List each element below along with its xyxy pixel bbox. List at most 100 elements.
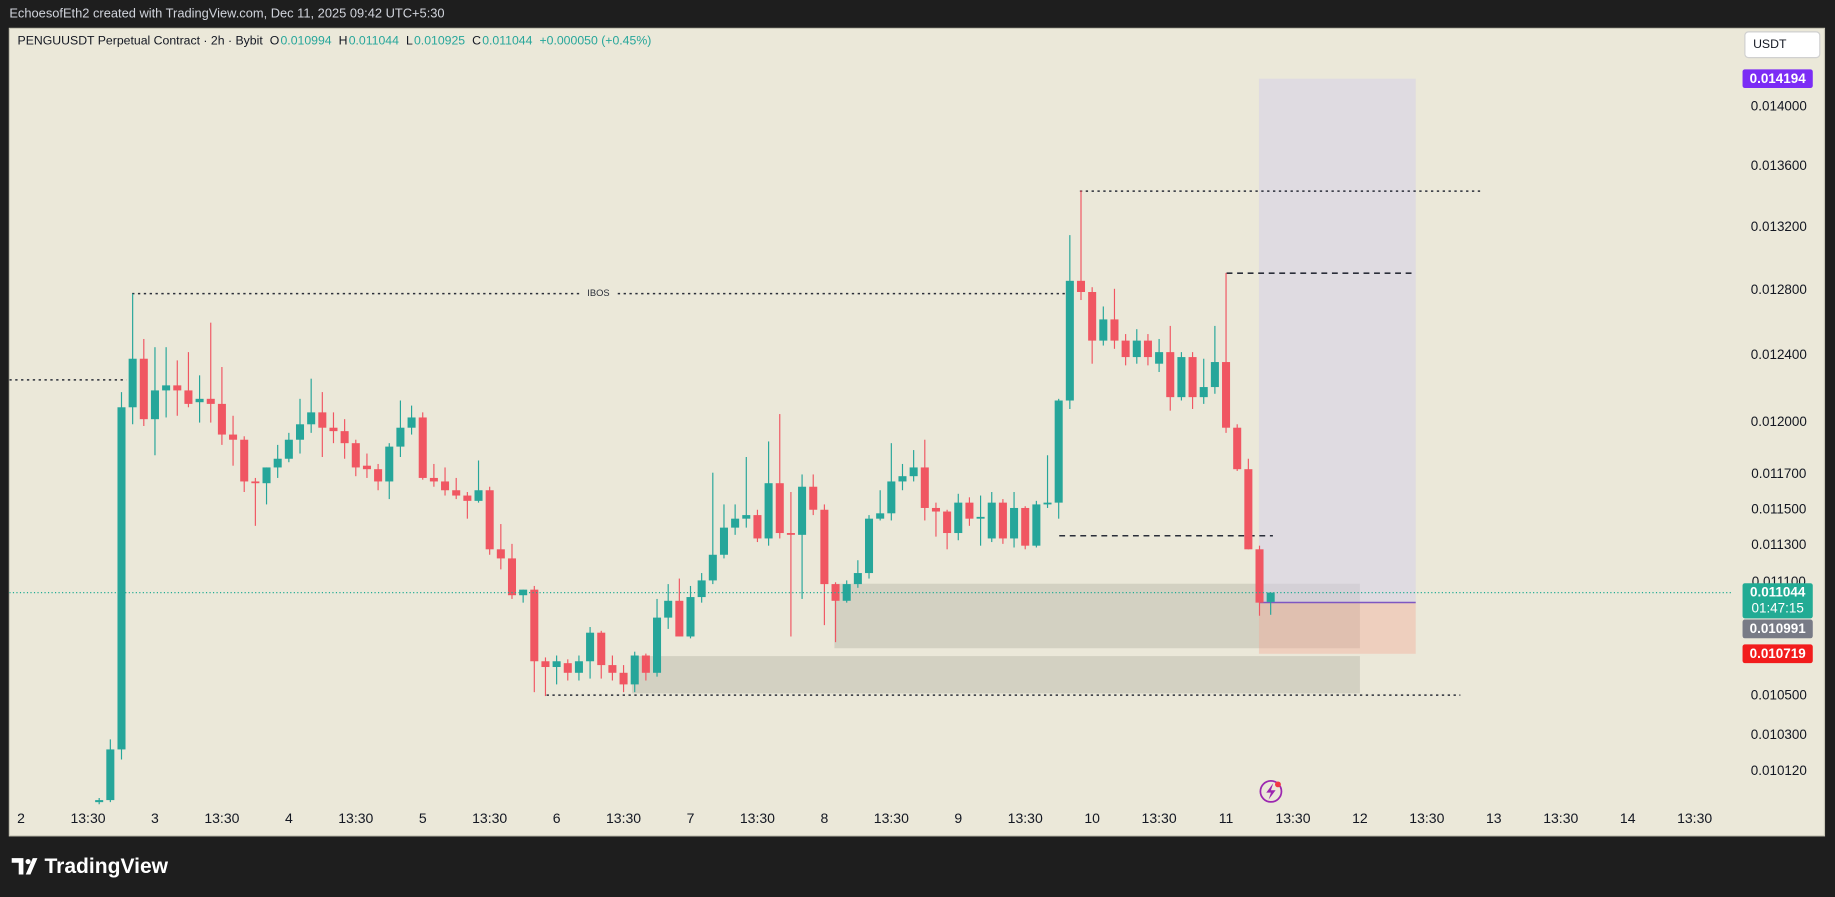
candle-body xyxy=(1054,400,1063,503)
y-tick-label: 0.012000 xyxy=(1751,414,1807,429)
candle-body xyxy=(273,458,282,468)
price-badge xyxy=(1742,69,1813,89)
candle-body xyxy=(664,600,673,618)
x-tick-label: 9 xyxy=(954,810,962,826)
candle-body xyxy=(753,515,762,539)
candle-body xyxy=(217,403,226,435)
candle-body xyxy=(463,495,472,501)
candle-body xyxy=(998,502,1007,539)
candle-body xyxy=(853,573,862,585)
x-tick-label: 13:30 xyxy=(606,810,641,826)
candle-body xyxy=(563,663,572,673)
candle-body xyxy=(909,467,918,477)
candle-body xyxy=(708,554,717,581)
x-tick-label: 10 xyxy=(1084,810,1100,826)
candle-body xyxy=(128,358,137,408)
candle-body xyxy=(95,800,104,803)
share-header: EchoesofEth2 created with TradingView.co… xyxy=(9,6,444,21)
x-tick-label: 13:30 xyxy=(338,810,373,826)
candle-body xyxy=(619,672,628,685)
x-tick-label: 13:30 xyxy=(874,810,909,826)
candle-body xyxy=(1233,427,1242,470)
x-tick-label: 13:30 xyxy=(1008,810,1043,826)
candle-body xyxy=(987,502,996,539)
x-tick-label: 7 xyxy=(687,810,695,826)
candle-body xyxy=(1166,352,1175,398)
ohlc-value: 0.011044 xyxy=(349,33,399,47)
candle-body xyxy=(887,481,896,514)
currency-button-bg[interactable] xyxy=(1744,31,1821,59)
x-tick-label: 13:30 xyxy=(70,810,105,826)
candle-body xyxy=(1121,340,1130,358)
price-badge xyxy=(1742,644,1813,664)
y-tick-label: 0.010300 xyxy=(1751,727,1807,742)
candle-body xyxy=(206,398,215,404)
candle-body xyxy=(809,486,818,510)
x-tick-label: 13:30 xyxy=(1543,810,1578,826)
candle-body xyxy=(1132,340,1141,358)
level-label-bg xyxy=(582,286,615,301)
y-tick-label: 0.011300 xyxy=(1751,537,1806,552)
candle-body xyxy=(1199,387,1208,398)
y-tick-label: 0.011700 xyxy=(1751,466,1806,481)
candle-body xyxy=(764,483,773,539)
candle-body xyxy=(240,439,249,482)
candle-body xyxy=(552,661,561,668)
candle-body xyxy=(162,385,171,391)
x-tick-label: 14 xyxy=(1620,810,1636,826)
candle-body xyxy=(441,481,450,491)
ohlc-value: 0.010925 xyxy=(414,33,465,47)
x-tick-label: 11 xyxy=(1219,810,1234,826)
ohlc-key: L xyxy=(406,33,413,47)
candle-body xyxy=(1188,357,1197,398)
candle-body xyxy=(307,412,316,425)
candle-body xyxy=(1210,362,1219,388)
candle-body xyxy=(1099,319,1108,341)
zone xyxy=(1258,78,1416,603)
candle-body xyxy=(150,390,159,420)
candle-body xyxy=(586,632,595,662)
candle-body xyxy=(597,632,606,666)
candle-body xyxy=(1143,340,1152,358)
candle-body xyxy=(251,481,260,484)
candle-body xyxy=(1255,549,1264,603)
x-tick-label: 2 xyxy=(17,810,25,826)
candle-body xyxy=(485,490,494,550)
candle-body xyxy=(1155,352,1164,364)
candle-body xyxy=(418,417,427,478)
x-tick-label: 13:30 xyxy=(204,810,239,826)
plot-area: IBOS xyxy=(9,78,1733,805)
alert-icon[interactable] xyxy=(1259,779,1283,803)
x-tick-label: 3 xyxy=(151,810,159,826)
candle-body xyxy=(820,509,829,585)
price-badge-label: 0.011044 xyxy=(1750,585,1806,600)
x-tick-label: 12 xyxy=(1352,810,1368,826)
y-tick-label: 0.011500 xyxy=(1751,501,1806,516)
candle-body xyxy=(1110,319,1119,341)
candle-body xyxy=(351,443,360,468)
candle-body xyxy=(898,476,907,482)
candle-body xyxy=(195,398,204,403)
candle-body xyxy=(173,385,182,391)
candle-body xyxy=(1021,507,1030,546)
candle-body xyxy=(630,655,639,685)
candle-body xyxy=(474,490,483,501)
currency-button[interactable]: USDT xyxy=(1753,37,1787,51)
candle-body xyxy=(876,513,885,519)
zone xyxy=(631,656,1360,694)
candle-body xyxy=(641,655,650,673)
candle-body xyxy=(1266,592,1275,602)
candle-body xyxy=(675,600,684,637)
candle-body xyxy=(229,434,238,440)
candle-body xyxy=(608,665,617,673)
y-tick-label: 0.010500 xyxy=(1751,688,1807,703)
price-badge-label: 0.014194 xyxy=(1750,71,1807,86)
candle-body xyxy=(1177,357,1186,398)
candle-body xyxy=(496,549,505,559)
bar-countdown: 01:47:15 xyxy=(1752,601,1804,616)
candle-body xyxy=(954,502,963,534)
candle-body xyxy=(1010,507,1019,539)
candle-body xyxy=(329,427,338,432)
candle-body xyxy=(541,661,550,668)
